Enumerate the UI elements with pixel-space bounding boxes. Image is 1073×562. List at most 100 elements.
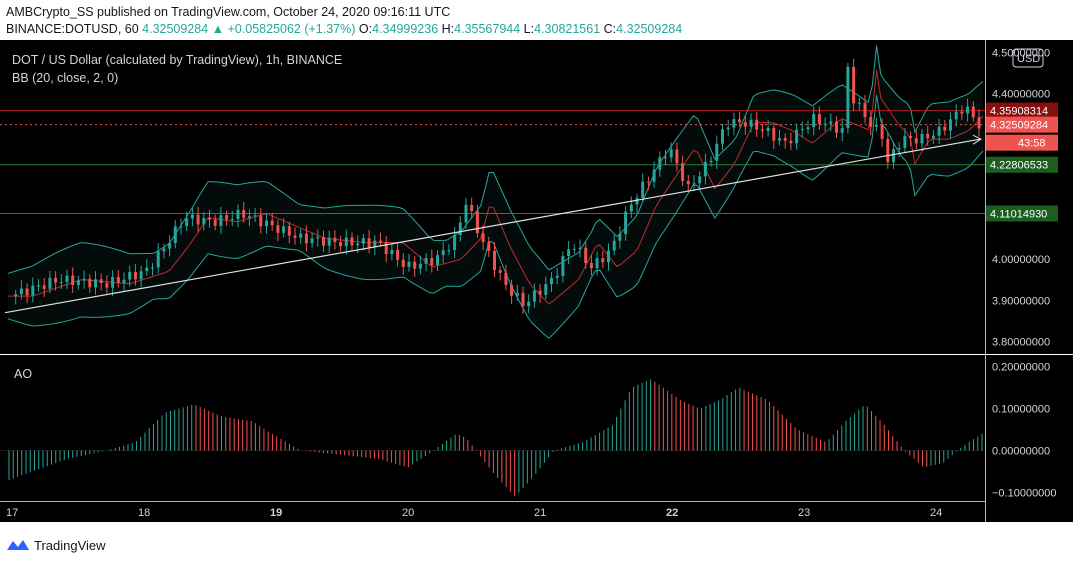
candle-body — [185, 218, 189, 227]
candle-body — [686, 180, 690, 185]
candle-body — [829, 121, 833, 124]
trendline — [4, 138, 981, 314]
candle-body — [823, 123, 827, 125]
price-label: 4.32509284 — [990, 120, 1048, 132]
candle-body — [800, 129, 804, 131]
y-tick-label: 4.50000000 — [992, 47, 1050, 59]
candle-body — [213, 219, 217, 226]
candle-body — [481, 233, 485, 243]
trendline-arrow — [972, 134, 983, 145]
candle-body — [601, 258, 605, 263]
candle-body — [19, 288, 23, 295]
candle-body — [909, 136, 913, 139]
ao-y-tick-label: 0.10000000 — [992, 403, 1050, 415]
candle-body — [618, 234, 622, 241]
candle-body — [897, 147, 901, 150]
candle-body — [453, 234, 457, 251]
candle-body — [105, 282, 109, 288]
candle-body — [766, 127, 770, 131]
candle-body — [652, 169, 656, 182]
candle-body — [658, 157, 662, 170]
candle-body — [168, 243, 172, 249]
candle-body — [48, 277, 52, 289]
candle-body — [806, 127, 810, 130]
candle-body — [190, 214, 194, 219]
candle-body — [253, 215, 257, 217]
candle-body — [493, 250, 496, 271]
candle-body — [418, 263, 422, 269]
candle-body — [247, 216, 251, 218]
tradingview-brand-text: TradingView — [34, 537, 106, 553]
candle-body — [242, 209, 246, 218]
candle-body — [487, 242, 491, 251]
candle-body — [709, 160, 713, 163]
candle-body — [743, 122, 747, 127]
ao-title: AO — [14, 367, 32, 381]
currency-button-label: USD — [1017, 53, 1040, 65]
candle-body — [76, 280, 80, 286]
candle-body — [65, 275, 69, 283]
candle-body — [310, 238, 314, 244]
candle-body — [561, 256, 565, 276]
y-tick-label: 4.40000000 — [992, 89, 1050, 101]
candle-body — [550, 277, 553, 285]
candle-body — [943, 126, 947, 131]
candle-body — [646, 181, 650, 183]
candle-body — [202, 218, 206, 225]
candle-body — [156, 251, 160, 268]
candle-body — [390, 249, 394, 255]
ao-y-tick-label: 0.00000000 — [992, 446, 1050, 458]
candle-body — [971, 106, 975, 118]
candle-body — [327, 237, 331, 246]
candle-body — [595, 258, 599, 269]
candle-body — [926, 133, 930, 139]
y-tick-label: 3.80000000 — [992, 337, 1050, 349]
candle-body — [857, 102, 861, 104]
candle-body — [538, 290, 542, 295]
price-change: ▲ +0.05825062 (+1.37%) — [211, 22, 356, 36]
ao-y-tick-label: −0.10000000 — [992, 488, 1057, 500]
candle-body — [532, 290, 536, 302]
y-tick-label: 4.00000000 — [992, 254, 1050, 266]
candle-body — [316, 237, 320, 239]
candle-body — [367, 238, 371, 248]
candle-body — [37, 285, 40, 287]
chart-area[interactable]: DOT / US Dollar (calculated by TradingVi… — [0, 40, 1073, 522]
publish-info: AMBCrypto_SS published on TradingView.co… — [6, 5, 451, 19]
candle-body — [715, 143, 719, 161]
x-tick-label: 20 — [402, 507, 414, 519]
candle-body — [259, 215, 263, 227]
candle-body — [441, 250, 445, 256]
candle-body — [612, 240, 616, 251]
candle-body — [755, 119, 759, 130]
candle-body — [960, 111, 964, 114]
price-label-bg — [986, 134, 1058, 151]
candle-body — [664, 157, 667, 159]
tradingview-logo[interactable]: TradingView — [6, 535, 106, 555]
candle-body — [299, 233, 303, 238]
candle-body — [179, 226, 183, 228]
candle-body — [869, 117, 873, 127]
candle-body — [607, 250, 610, 263]
chart-title: DOT / US Dollar (calculated by TradingVi… — [12, 53, 342, 67]
candle-body — [721, 129, 724, 144]
candle-body — [396, 249, 400, 260]
candle-body — [219, 215, 223, 226]
candle-body — [840, 128, 844, 133]
last-price: 4.32509284 — [142, 22, 209, 36]
candle-body — [361, 238, 365, 244]
candle-body — [59, 282, 63, 284]
indicator-label: BB (20, close, 2, 0) — [12, 71, 118, 85]
candle-body — [470, 204, 474, 211]
candle-body — [350, 237, 354, 246]
candle-body — [504, 272, 508, 285]
candle-body — [196, 214, 200, 225]
candle-body — [874, 125, 878, 127]
candle-body — [111, 277, 115, 288]
candle-body — [173, 226, 177, 244]
candle-body — [94, 279, 97, 288]
candle-body — [931, 135, 935, 139]
candle-body — [151, 267, 154, 269]
x-tick-label: 23 — [798, 507, 810, 519]
candle-body — [778, 138, 781, 141]
